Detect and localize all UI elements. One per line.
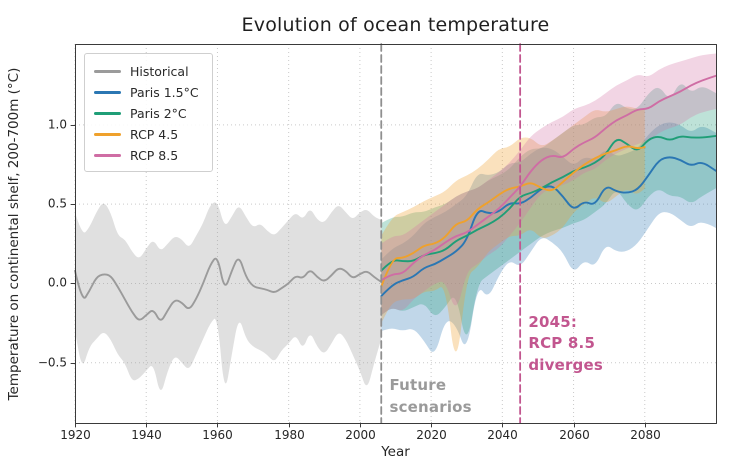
rcp-8-5-line-swatch <box>94 153 121 157</box>
legend-item-rcp-4-5: RCP 4.5 <box>94 125 204 143</box>
paris-2-line-swatch <box>94 111 121 115</box>
legend-label-paris-1-5: Paris 1.5°C <box>130 84 199 100</box>
legend-label-rcp-8-5: RCP 8.5 <box>130 147 179 163</box>
legend-item-historical: Historical <box>94 62 204 80</box>
historical-line-swatch <box>94 69 121 73</box>
paris-1-5-line-swatch <box>94 90 121 94</box>
chart-title: Evolution of ocean temperature <box>241 14 550 36</box>
legend-item-rcp-8-5: RCP 8.5 <box>94 146 204 164</box>
legend-label-rcp-4-5: RCP 4.5 <box>130 126 179 142</box>
legend-label-paris-2: Paris 2°C <box>130 105 187 121</box>
rcp85-diverges-label: 2045: RCP 8.5 diverges <box>528 312 603 374</box>
legend-item-paris-2: Paris 2°C <box>94 104 204 122</box>
y-axis-label: Temperature on continental shelf, 200-70… <box>6 67 22 401</box>
future-scenarios-label: Future scenarios <box>389 376 472 416</box>
legend: Historical Paris 1.5°C Paris 2°C RCP 4.5 RCP… <box>84 53 213 172</box>
rcp-4-5-line-swatch <box>94 132 121 136</box>
legend-item-paris-1-5: Paris 1.5°C <box>94 83 204 101</box>
x-axis-label: Year <box>381 444 410 460</box>
legend-label-historical: Historical <box>130 63 189 79</box>
